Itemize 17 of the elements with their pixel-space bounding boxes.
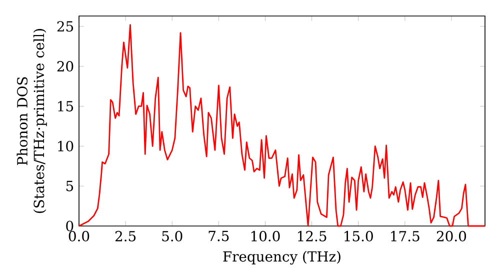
y-tick-label: 25	[57, 21, 74, 32]
x-tick-label: 20.0	[436, 230, 466, 242]
y-tick-label: 0	[66, 220, 74, 232]
x-tick-label: 2.5	[115, 230, 136, 242]
y-axis-title: Phonon DOS (States/THz·primitive cell)	[16, 29, 47, 213]
y-tick-label: 5	[66, 180, 74, 192]
y-tick-label: 10	[58, 140, 74, 152]
x-tick-label: 10.0	[251, 230, 280, 242]
x-tick-label: 12.5	[298, 230, 326, 242]
x-tick-label: 17.5	[391, 230, 420, 242]
x-tick-label: 15.0	[344, 230, 373, 242]
y-tick-label: 20	[57, 61, 74, 72]
x-tick-label: 5.0	[162, 230, 182, 242]
x-tick-label: 0.0	[68, 230, 90, 242]
x-axis-title: Frequency (THz)	[223, 250, 340, 265]
x-tick-label: 7.5	[208, 230, 229, 242]
y-tick-label: 15	[58, 100, 74, 112]
